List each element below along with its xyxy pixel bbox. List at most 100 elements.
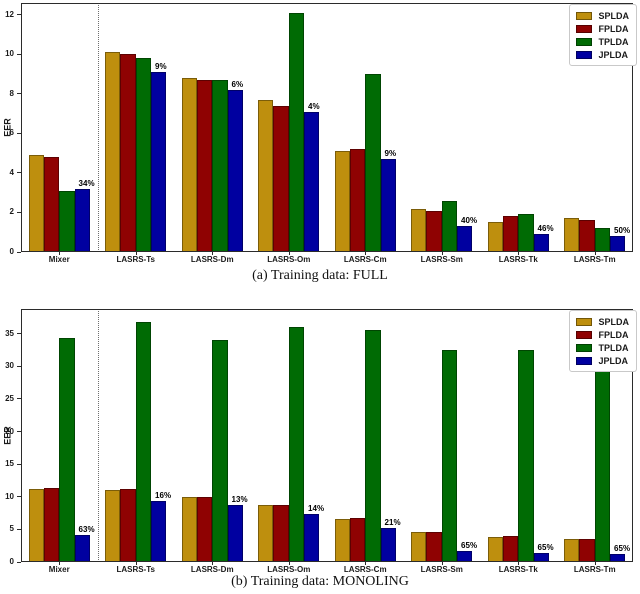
- improvement-label: 6%: [231, 79, 244, 89]
- improvement-label: 16%: [155, 490, 172, 500]
- y-tick-label: 10: [5, 49, 14, 59]
- x-tick-mark: [212, 562, 214, 565]
- bar-tplda-lasrs-ts: [135, 58, 152, 252]
- chart-a-caption: (a) Training data: FULL: [252, 268, 388, 283]
- x-tick-mark: [212, 252, 214, 255]
- improvement-label: 14%: [308, 503, 325, 513]
- x-tick-mark: [365, 562, 367, 565]
- y-tick-mark: [17, 333, 21, 335]
- improvement-label: 9%: [155, 62, 167, 72]
- legend-swatch-jplda: [576, 50, 593, 59]
- y-tick-label: 15: [5, 459, 14, 469]
- y-tick-mark: [17, 14, 21, 16]
- bar-jplda-lasrs-sm: [457, 226, 473, 252]
- x-tick-label: LASRS-Tm: [573, 565, 616, 574]
- bar-tplda-lasrs-om: [288, 12, 305, 252]
- x-tick-label: LASRS-Dm: [190, 255, 234, 264]
- x-tick-mark: [59, 562, 61, 565]
- improvement-label: 65%: [614, 543, 631, 553]
- chart-a-full: (a) Training data: FULL 0 2 4 6 8 10 12 EER 34% M…: [2, 3, 637, 283]
- y-tick-label: 5: [9, 524, 14, 534]
- x-tick-label: LASRS-Dm: [190, 565, 234, 574]
- legend: SPLDA FPLDA TPLDA JPLDA: [569, 310, 637, 372]
- bar-splda-lasrs-tk: [487, 222, 503, 252]
- bar-splda-lasrs-sm: [411, 208, 427, 252]
- legend-row: TPLDA: [576, 341, 629, 354]
- x-tick-mark: [365, 252, 367, 255]
- legend-row: JPLDA: [576, 354, 629, 367]
- improvement-label: 63%: [78, 524, 95, 534]
- legend-row: FPLDA: [576, 22, 629, 35]
- x-tick-mark: [135, 252, 137, 255]
- bar-splda-lasrs-ts: [105, 490, 121, 562]
- y-tick-mark: [17, 496, 21, 498]
- bar-fplda-lasrs-cm: [349, 149, 366, 252]
- legend-row: FPLDA: [576, 328, 629, 341]
- improvement-label: 40%: [461, 216, 478, 226]
- improvement-label: 65%: [537, 542, 554, 552]
- x-tick-label: Mixer: [48, 565, 70, 574]
- legend-row: TPLDA: [576, 35, 629, 48]
- y-tick-label: 25: [5, 393, 14, 403]
- bar-splda-lasrs-ts: [105, 52, 121, 252]
- legend-row: SPLDA: [576, 315, 629, 328]
- bar-jplda-lasrs-cm: [380, 159, 396, 252]
- x-tick-label: Mixer: [48, 255, 70, 264]
- improvement-label: 46%: [537, 224, 554, 234]
- legend-swatch-jplda: [576, 356, 593, 365]
- y-axis-label: EER: [2, 425, 13, 445]
- bar-tplda-lasrs-tk: [518, 350, 534, 562]
- bar-jplda-lasrs-tm: [610, 236, 626, 252]
- bar-fplda-lasrs-sm: [426, 532, 442, 562]
- y-tick-mark: [17, 561, 21, 563]
- improvement-label: 65%: [461, 540, 478, 550]
- bar-fplda-lasrs-tk: [502, 535, 519, 562]
- y-tick-mark: [17, 172, 21, 174]
- bar-tplda-lasrs-sm: [441, 200, 458, 252]
- bar-fplda-lasrs-tk: [502, 216, 519, 252]
- y-tick-label: 6: [9, 128, 14, 138]
- bar-jplda-lasrs-tm: [610, 553, 626, 562]
- y-tick-mark: [17, 132, 21, 134]
- chart-b-caption: (b) Training data: MONOLING: [231, 574, 409, 589]
- x-tick-label: LASRS-Om: [267, 255, 311, 264]
- legend-label: JPLDA: [598, 49, 628, 60]
- legend-label: FPLDA: [598, 329, 629, 340]
- category-separator-line: [97, 3, 99, 252]
- bar-fplda-mixer: [43, 157, 60, 252]
- y-tick-label: 12: [5, 9, 14, 19]
- legend-label: SPLDA: [598, 316, 629, 327]
- x-tick-label: LASRS-Cm: [343, 565, 387, 574]
- legend-swatch-fplda: [576, 24, 593, 33]
- bar-jplda-lasrs-tk: [533, 552, 549, 562]
- legend-swatch-tplda: [576, 37, 593, 46]
- y-tick-label: 0: [9, 557, 14, 566]
- bar-tplda-lasrs-dm: [212, 80, 228, 252]
- y-tick-label: 30: [5, 361, 14, 371]
- x-tick-label: LASRS-Tk: [498, 255, 538, 264]
- legend: SPLDA FPLDA TPLDA JPLDA: [569, 4, 637, 66]
- x-tick-label: LASRS-Om: [267, 565, 311, 574]
- bar-splda-lasrs-dm: [181, 78, 197, 252]
- y-axis-label: EER: [2, 117, 13, 137]
- legend-label: TPLDA: [598, 342, 629, 353]
- y-tick-label: 35: [5, 328, 14, 338]
- bar-jplda-lasrs-cm: [380, 528, 396, 562]
- bar-splda-lasrs-tk: [487, 536, 503, 562]
- category-separator-line: [97, 309, 99, 562]
- bar-tplda-lasrs-om: [288, 327, 305, 562]
- bar-fplda-lasrs-tm: [579, 538, 595, 562]
- y-tick-label: 20: [5, 426, 14, 436]
- x-tick-mark: [441, 252, 443, 255]
- y-tick-label: 4: [9, 167, 14, 177]
- bar-fplda-lasrs-om: [273, 105, 289, 252]
- bar-tplda-lasrs-sm: [441, 350, 458, 562]
- legend-label: SPLDA: [598, 10, 629, 21]
- legend-label: TPLDA: [598, 36, 629, 47]
- y-tick-mark: [17, 528, 21, 530]
- y-tick-label: 0: [9, 247, 14, 256]
- bar-tplda-lasrs-cm: [365, 329, 381, 562]
- bar-splda-lasrs-cm: [334, 151, 350, 252]
- y-tick-mark: [17, 365, 21, 367]
- x-tick-label: LASRS-Sm: [420, 255, 463, 264]
